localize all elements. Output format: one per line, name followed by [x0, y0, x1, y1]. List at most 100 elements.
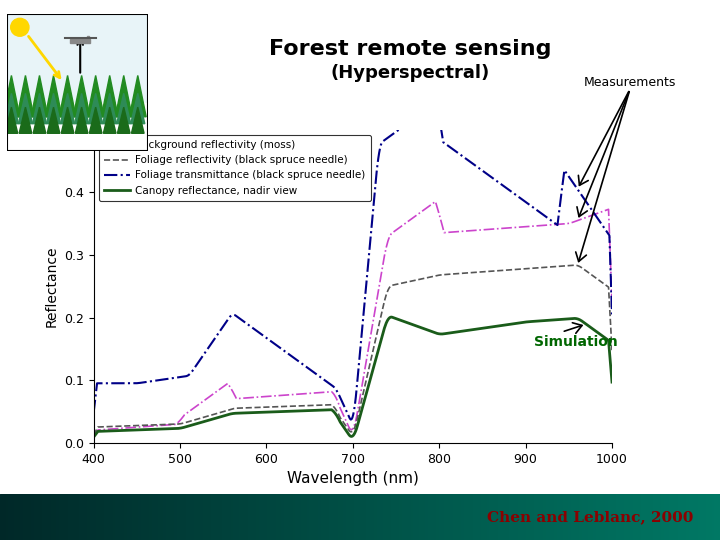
- Canopy reflectance, nadir view: [396, 317, 405, 323]
- Bar: [621, 494, 624, 540]
- Bar: [475, 494, 478, 540]
- Bar: [618, 494, 621, 540]
- Bar: [568, 494, 571, 540]
- Bar: [703, 494, 706, 540]
- Bar: [469, 494, 472, 540]
- Bar: [253, 494, 256, 540]
- Canopy reflectance, nadir view: [222, 411, 231, 418]
- Line: Canopy reflectance, nadir view: Canopy reflectance, nadir view: [94, 317, 612, 437]
- Bar: [284, 494, 287, 540]
- Polygon shape: [48, 107, 60, 133]
- Bar: [258, 494, 261, 540]
- Polygon shape: [3, 76, 20, 117]
- Bar: [686, 494, 689, 540]
- Bar: [93, 494, 96, 540]
- Foliage reflectivity (black spruce needle): [608, 347, 616, 353]
- Bar: [680, 494, 683, 540]
- Bar: [582, 494, 585, 540]
- Bar: [194, 494, 197, 540]
- Bar: [394, 494, 397, 540]
- Bar: [245, 494, 248, 540]
- Bar: [9, 494, 12, 540]
- Polygon shape: [33, 107, 46, 133]
- Bar: [523, 494, 526, 540]
- Bar: [661, 494, 664, 540]
- Bar: [217, 494, 220, 540]
- Bar: [447, 494, 450, 540]
- Circle shape: [11, 18, 29, 36]
- Bar: [588, 494, 590, 540]
- Bar: [506, 494, 509, 540]
- Bar: [270, 494, 273, 540]
- Bar: [174, 494, 177, 540]
- Line: Background reflectivity (moss): Background reflectivity (moss): [94, 201, 612, 436]
- Bar: [295, 494, 298, 540]
- Bar: [279, 494, 282, 540]
- Bar: [633, 494, 636, 540]
- Polygon shape: [17, 76, 34, 117]
- Bar: [580, 494, 582, 540]
- Bar: [307, 494, 310, 540]
- Bar: [616, 494, 618, 540]
- Polygon shape: [131, 93, 145, 124]
- Bar: [287, 494, 289, 540]
- Background reflectivity (moss): [181, 411, 189, 417]
- Bar: [289, 494, 292, 540]
- Bar: [109, 494, 112, 540]
- Bar: [400, 494, 402, 540]
- Bar: [149, 494, 152, 540]
- Foliage transmittance (black spruce needle): [89, 410, 98, 416]
- Bar: [332, 494, 335, 540]
- Bar: [251, 494, 253, 540]
- Bar: [552, 494, 554, 540]
- Bar: [354, 494, 357, 540]
- Bar: [50, 494, 53, 540]
- Bar: [132, 494, 135, 540]
- Bar: [256, 494, 258, 540]
- Polygon shape: [117, 107, 130, 133]
- Bar: [34, 494, 37, 540]
- Polygon shape: [132, 107, 144, 133]
- Bar: [341, 494, 343, 540]
- Bar: [71, 39, 90, 43]
- Foliage transmittance (black spruce needle): [324, 380, 333, 386]
- Bar: [230, 494, 233, 540]
- Bar: [554, 494, 557, 540]
- Bar: [211, 494, 214, 540]
- Bar: [338, 494, 341, 540]
- Bar: [500, 494, 503, 540]
- Bar: [31, 494, 34, 540]
- Polygon shape: [130, 76, 146, 117]
- Background reflectivity (moss): [395, 225, 403, 231]
- Bar: [416, 494, 419, 540]
- Bar: [127, 494, 130, 540]
- Bar: [602, 494, 605, 540]
- Bar: [346, 494, 348, 540]
- Bar: [627, 494, 630, 540]
- Legend: Background reflectivity (moss), Foliage reflectivity (black spruce needle), Foli: Background reflectivity (moss), Foliage …: [99, 135, 371, 201]
- Bar: [298, 494, 301, 540]
- Y-axis label: Reflectance: Reflectance: [45, 246, 58, 327]
- Bar: [205, 494, 208, 540]
- Bar: [161, 494, 163, 540]
- Foliage reflectivity (black spruce needle): [480, 268, 488, 275]
- Bar: [385, 494, 388, 540]
- Bar: [425, 494, 428, 540]
- Bar: [310, 494, 312, 540]
- Bar: [261, 494, 264, 540]
- Bar: [214, 494, 217, 540]
- Bar: [453, 494, 456, 540]
- Foliage transmittance (black spruce needle): [482, 170, 490, 176]
- Bar: [107, 494, 109, 540]
- Bar: [225, 494, 228, 540]
- Bar: [613, 494, 616, 540]
- Bar: [374, 494, 377, 540]
- Bar: [670, 494, 672, 540]
- Bar: [158, 494, 161, 540]
- Bar: [549, 494, 552, 540]
- Bar: [433, 494, 436, 540]
- Polygon shape: [4, 93, 19, 124]
- Bar: [25, 494, 28, 540]
- Bar: [99, 494, 102, 540]
- Polygon shape: [19, 107, 32, 133]
